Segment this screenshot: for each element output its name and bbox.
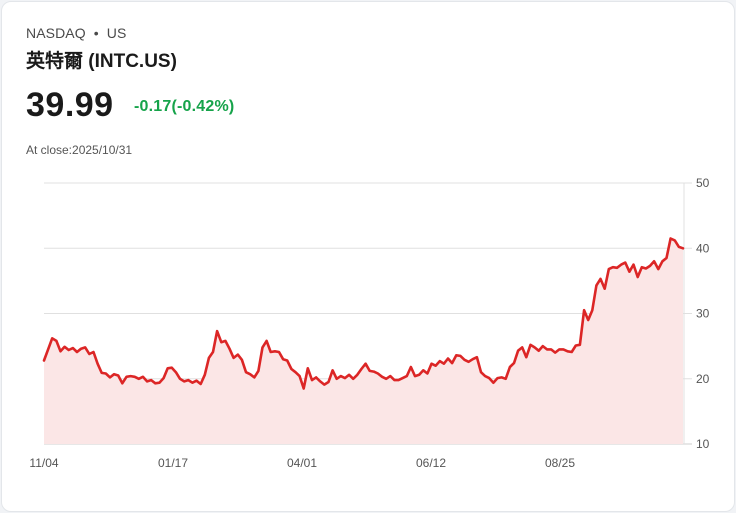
separator-dot: • — [93, 25, 99, 41]
price-area-fill — [44, 238, 683, 444]
market-name: US — [106, 25, 127, 41]
price-change: -0.17(-0.42%) — [134, 98, 235, 115]
stock-title: 英特爾 (INTC.US) — [26, 51, 177, 72]
y-tick-label: 20 — [696, 372, 710, 386]
y-tick-label: 10 — [696, 437, 710, 451]
close-date: At close:2025/10/31 — [26, 143, 133, 157]
y-axis-ticks: 10 20 30 40 50 — [696, 176, 710, 451]
price-chart[interactable]: 10 20 30 40 50 11/04 01/17 04/01 06/12 08/25 — [2, 172, 735, 472]
price-line — [42, 237, 685, 390]
x-axis-ticks: 11/04 01/17 04/01 06/12 08/25 — [29, 456, 575, 470]
stock-price: 39.99 — [26, 86, 114, 124]
x-tick-label: 11/04 — [29, 456, 58, 470]
y-tick-label: 30 — [696, 307, 710, 321]
exchange-name: NASDAQ — [26, 25, 86, 41]
x-tick-label: 01/17 — [158, 456, 188, 470]
y-tick-label: 40 — [696, 241, 710, 255]
x-tick-label: 08/25 — [545, 456, 575, 470]
exchange-line: NASDAQ • US — [26, 25, 126, 41]
x-tick-label: 04/01 — [287, 456, 317, 470]
y-tick-label: 50 — [696, 176, 710, 190]
x-tick-label: 06/12 — [416, 456, 446, 470]
